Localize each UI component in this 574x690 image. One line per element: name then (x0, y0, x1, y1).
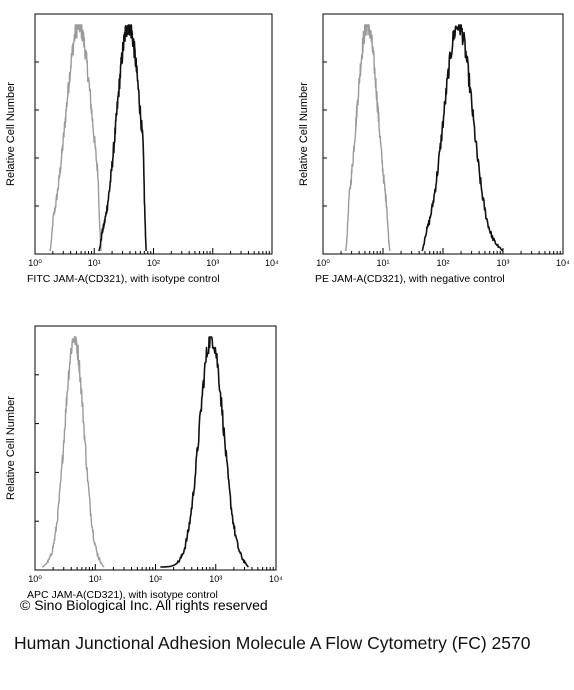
x-tick-label: 10³ (206, 258, 219, 268)
x-tick-label: 10³ (209, 574, 222, 584)
control-histogram-curve (345, 24, 391, 252)
copyright-notice: © Sino Biological Inc. All rights reserv… (20, 597, 268, 613)
plot-frame (34, 325, 277, 571)
x-tick-label: 10¹ (88, 258, 101, 268)
control-histogram-curve (49, 24, 102, 252)
x-tick-label: 10³ (496, 258, 509, 268)
x-tick-label: 10¹ (376, 258, 389, 268)
x-tick-label: 10⁴ (556, 258, 570, 268)
x-tick-label: 10² (149, 574, 162, 584)
x-axis-label: FITC JAM-A(CD321), with isotype control (27, 273, 220, 285)
x-tick-label: 10⁴ (269, 574, 283, 584)
x-tick-label: 10² (436, 258, 449, 268)
x-tick-label: 10⁰ (28, 574, 42, 584)
x-axis-label: APC JAM-A(CD321), with isotype control (27, 589, 218, 600)
x-tick-label: 10⁰ (316, 258, 330, 268)
flow-cytometry-figure: 10⁰ 10¹ 10² 10³ 10⁴ FITC JAM-A(CD321), with i… (5, 13, 570, 600)
sample-histogram-curve (98, 24, 147, 252)
y-axis-label: Relative Cell Number (298, 82, 310, 186)
x-axis-label: PE JAM-A(CD321), with negative control (315, 273, 505, 285)
y-axis-label: Relative Cell Number (5, 82, 17, 186)
control-histogram-curve (41, 336, 105, 568)
x-tick-label: 10¹ (89, 574, 102, 584)
figure-caption: Human Junctional Adhesion Molecule A Flo… (14, 633, 531, 653)
plot-frame (34, 13, 273, 255)
histogram-panel-2: 10⁰ 10¹ 10² 10³ 10⁴ PE JAM-A(CD321), with neg… (298, 13, 570, 285)
sample-histogram-curve (421, 24, 504, 252)
histogram-panel-3: 10⁰ 10¹ 10² 10³ 10⁴ APC JAM-A(CD321), with is… (5, 325, 283, 600)
sample-histogram-curve (160, 336, 249, 568)
plot-frame (322, 13, 564, 255)
x-tick-label: 10² (147, 258, 160, 268)
y-axis-label: Relative Cell Number (5, 396, 17, 500)
histogram-panel-1: 10⁰ 10¹ 10² 10³ 10⁴ FITC JAM-A(CD321), with i… (5, 13, 279, 285)
x-tick-label: 10⁴ (265, 258, 279, 268)
x-tick-label: 10⁰ (28, 258, 42, 268)
